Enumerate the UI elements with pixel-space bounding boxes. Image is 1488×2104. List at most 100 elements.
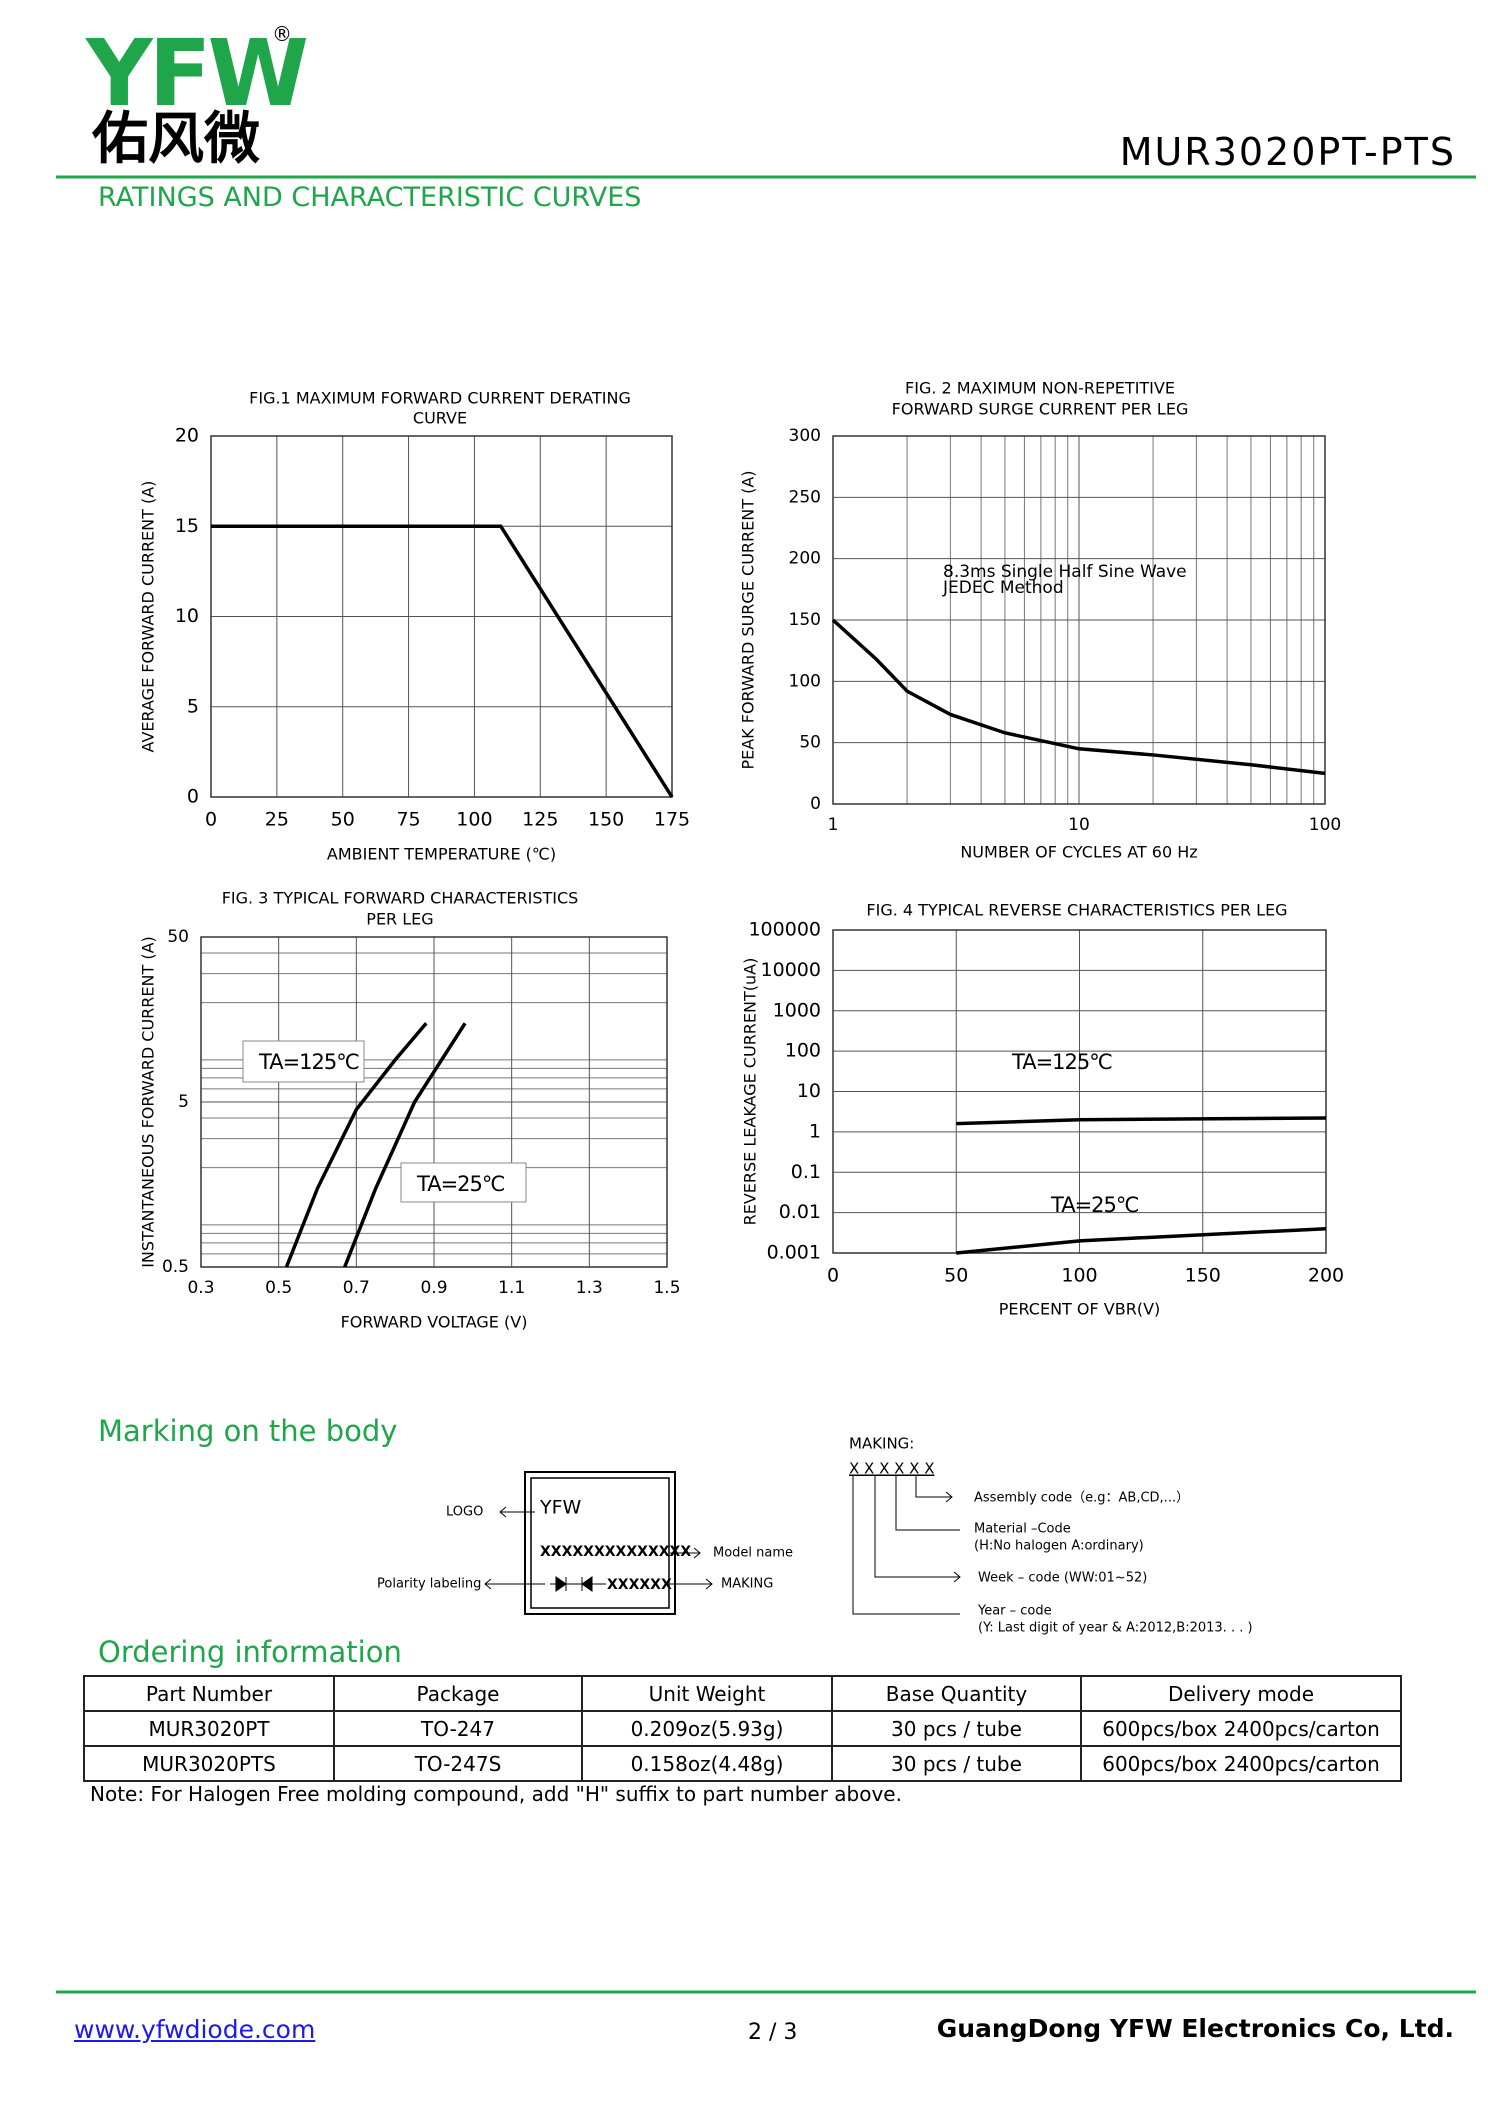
label-box (400, 1162, 527, 1203)
x-axis-label: PERCENT OF VBR(V) (999, 1300, 1161, 1319)
y-tick-label: 1000 (773, 999, 821, 1021)
chart-title: PER LEG (366, 910, 433, 929)
label: LOGO (446, 1505, 483, 1520)
data-line (956, 1226, 1327, 1255)
y-tick-label: 5 (187, 695, 199, 717)
bracket (915, 1476, 953, 1503)
cell: 30 pcs / tube (831, 1745, 1082, 1782)
x-tick-label: 0 (827, 1265, 839, 1287)
chart-title: FIG. 2 MAXIMUM NON-REPETITIVE (905, 379, 1175, 398)
cell: 0.209oz(5.93g) (581, 1710, 833, 1747)
x-tick-label: 100 (1309, 815, 1341, 835)
y-axis-label: AVERAGE FORWARD CURRENT (A) (139, 481, 158, 753)
bracket (874, 1476, 961, 1583)
code-note: (Y: Last digit of year & A:2012,B:2013. … (978, 1621, 1253, 1636)
y-tick-label: 50 (167, 927, 189, 947)
y-tick-label: 1 (809, 1120, 821, 1142)
diode-symbol (550, 1576, 606, 1592)
marking-model: XXXXXXXXXXXXXX (540, 1544, 691, 1560)
cell: 30 pcs / tube (831, 1710, 1082, 1747)
chart-title: CURVE (413, 409, 467, 428)
row: MUR3020PT TO-247 0.209oz(5.93g) 30 pcs /… (83, 1710, 1402, 1747)
cell: TO-247S (333, 1745, 583, 1782)
chart-title: FIG.1 MAXIMUM FORWARD CURRENT DERATING (249, 389, 631, 408)
header-cell: Delivery mode (1080, 1675, 1402, 1712)
y-tick-label: 100000 (748, 919, 821, 941)
note: Note: For Halogen Free molding compound,… (90, 1782, 902, 1806)
arrow (670, 1547, 701, 1559)
code-title: MAKING: (849, 1435, 914, 1453)
chart-title: FORWARD SURGE CURRENT PER LEG (892, 400, 1189, 419)
y-tick-label: 0.1 (791, 1161, 821, 1183)
bracket (895, 1476, 960, 1531)
x-axis-label: NUMBER OF CYCLES AT 60 Hz (960, 843, 1197, 862)
code-note: (H:No halogen A:ordinary) (974, 1539, 1144, 1554)
x-tick-label: 100 (456, 809, 492, 831)
x-tick-label: 0.7 (343, 1278, 370, 1298)
cell: MUR3020PT (83, 1710, 335, 1747)
y-tick-label: 20 (175, 425, 199, 447)
chart-title: FIG. 3 TYPICAL FORWARD CHARACTERISTICS (222, 889, 579, 908)
header-row: Part Number Package Unit Weight Base Qua… (83, 1675, 1402, 1712)
series-label: TA=125℃ (258, 1050, 359, 1074)
plot-frame (200, 936, 668, 1268)
registered-mark: ® (272, 22, 292, 46)
y-tick-label: 300 (789, 426, 821, 446)
y-tick-label: 100 (785, 1040, 821, 1062)
data-line (343, 1022, 467, 1268)
page-number: 2 / 3 (748, 2020, 798, 2045)
row: MUR3020PTS TO-247S 0.158oz(4.48g) 30 pcs… (83, 1745, 1402, 1782)
y-tick-label: 0.01 (779, 1201, 821, 1223)
header-cell: Part Number (83, 1675, 335, 1712)
x-tick-label: 50 (944, 1265, 968, 1287)
y-tick-label: 0.5 (162, 1257, 189, 1277)
x-tick-label: 0.5 (265, 1278, 292, 1298)
annotation: 8.3ms Single Half Sine Wave (943, 562, 1187, 582)
x-tick-label: 10 (1068, 815, 1090, 835)
marking-code: XXXXXX (607, 1577, 672, 1593)
y-tick-label: 10 (797, 1080, 821, 1102)
series-label: TA=25℃ (1050, 1193, 1139, 1217)
bracket (852, 1476, 960, 1615)
annotation: JEDEC Method (942, 578, 1064, 598)
section-title: RATINGS AND CHARACTERISTIC CURVES (98, 182, 642, 213)
x-tick-label: 150 (1185, 1265, 1221, 1287)
label: MAKING (721, 1577, 773, 1592)
x-tick-label: 150 (588, 809, 624, 831)
x-axis-label: FORWARD VOLTAGE (V) (341, 1313, 528, 1332)
cell: TO-247 (333, 1710, 583, 1747)
x-tick-label: 1 (828, 815, 839, 835)
data-line (211, 524, 674, 798)
code-note: Assembly code（e.g：AB,CD,...） (974, 1491, 1189, 1506)
y-tick-label: 0 (187, 786, 199, 808)
x-tick-label: 0.9 (420, 1278, 447, 1298)
x-tick-label: 125 (522, 809, 558, 831)
website-link[interactable]: www.yfwdiode.com (74, 2015, 316, 2044)
plot-frame (832, 929, 1327, 1254)
logo-text: YFW (86, 20, 309, 127)
data-line (956, 1116, 1327, 1126)
arrow (499, 1506, 535, 1518)
label: Model name (713, 1546, 793, 1561)
y-tick-label: 200 (789, 549, 821, 569)
series-label: TA=125℃ (1011, 1050, 1112, 1074)
x-tick-label: 0.3 (187, 1278, 214, 1298)
data-line (831, 618, 1326, 776)
y-axis-label: INSTANTANEOUS FORWARD CURRENT (A) (139, 936, 158, 1268)
data-line (284, 1022, 428, 1268)
marking-logo: YFW (539, 1497, 582, 1519)
part-number: MUR3020PT-PTS (1119, 130, 1456, 174)
y-tick-label: 100 (789, 671, 821, 691)
y-tick-label: 250 (789, 487, 821, 507)
y-tick-label: 150 (789, 610, 821, 630)
section-title: Marking on the body (98, 1414, 398, 1448)
code-note: Year – code (977, 1604, 1052, 1619)
cell: 600pcs/box 2400pcs/carton (1080, 1710, 1402, 1747)
y-tick-label: 0 (810, 794, 821, 814)
logo: YFW (86, 28, 309, 120)
package-outline (524, 1471, 676, 1615)
y-tick-label: 15 (175, 515, 199, 537)
x-axis-label: AMBIENT TEMPERATURE (℃) (327, 845, 556, 864)
